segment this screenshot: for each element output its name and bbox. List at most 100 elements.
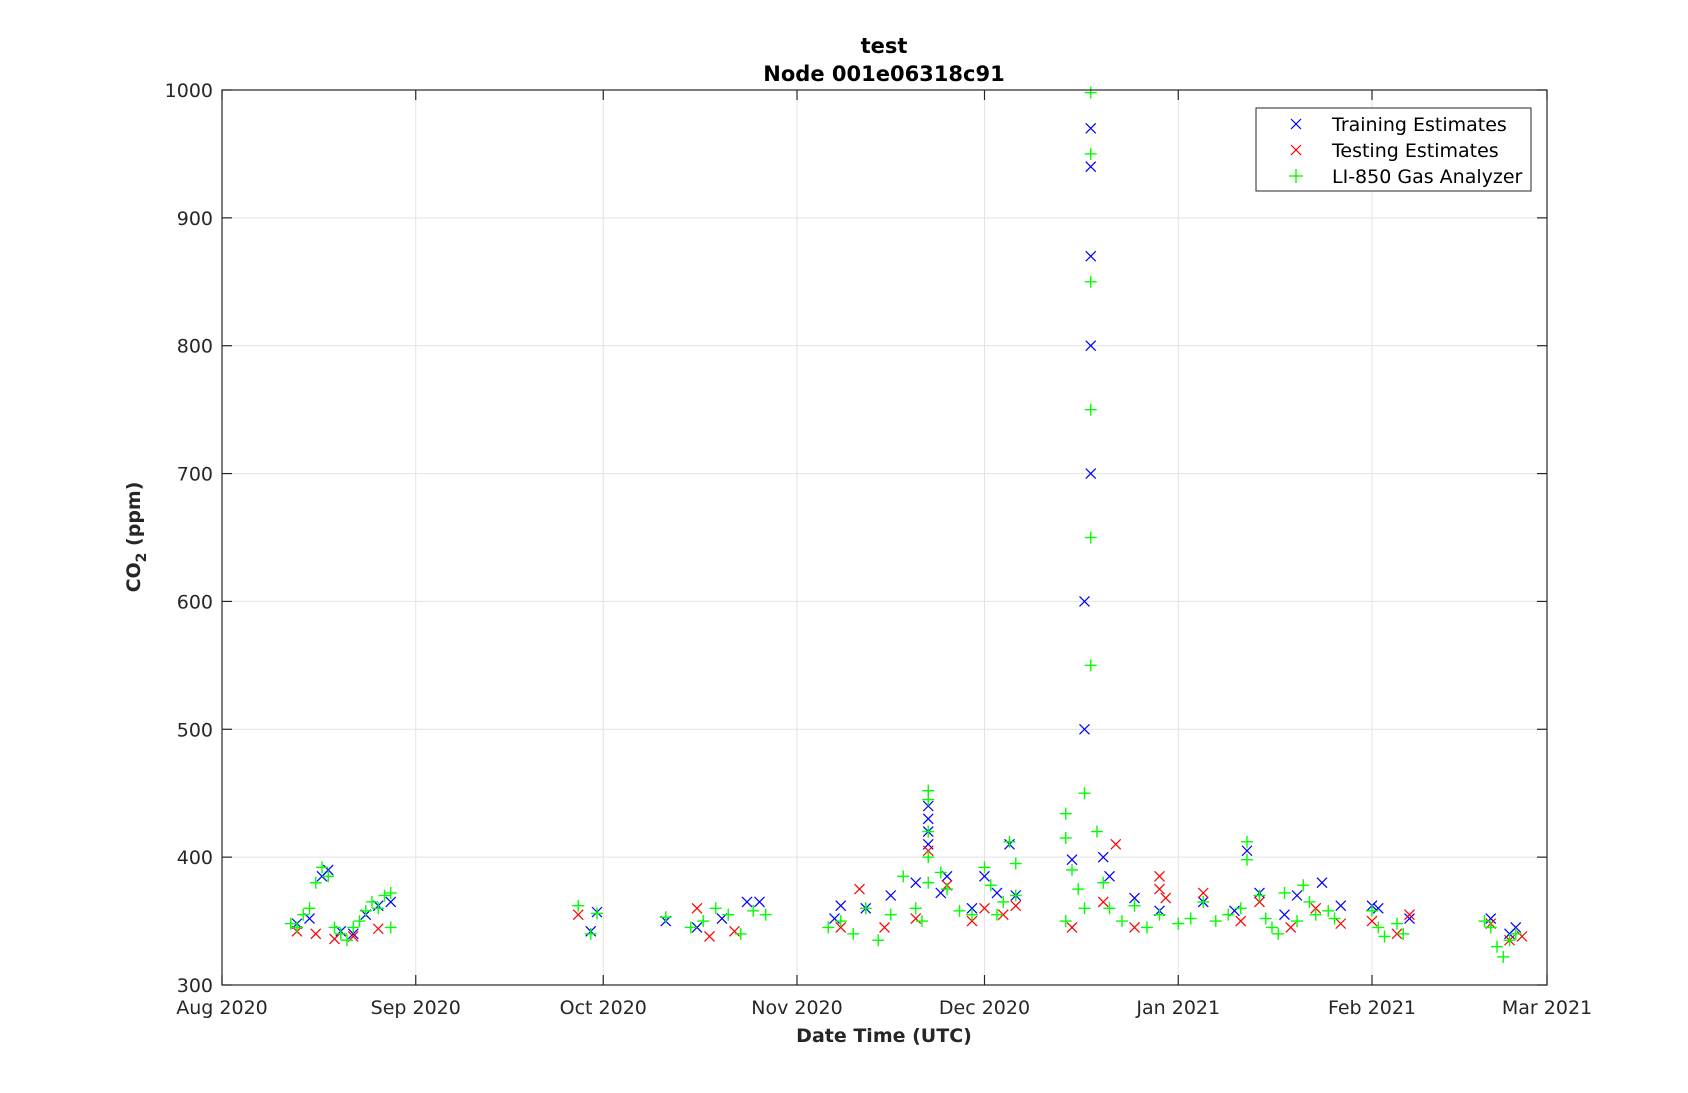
data-point <box>897 870 910 883</box>
data-point <box>1072 883 1085 896</box>
legend-marker-testing <box>1290 144 1302 156</box>
data-point <box>303 902 316 915</box>
data-point <box>979 870 990 882</box>
data-point <box>1335 900 1347 912</box>
data-point <box>1503 934 1516 947</box>
data-point <box>834 915 847 928</box>
data-point <box>1322 904 1335 917</box>
data-point <box>1128 899 1141 912</box>
data-point <box>1378 930 1391 943</box>
legend-marker-li850 <box>1289 169 1303 183</box>
grid <box>221 89 1548 986</box>
data-point <box>1059 915 1072 928</box>
axis-ticks: 300 400 500 600 700 800 900 1000 Aug 2020 Sep 202… <box>165 80 1592 1019</box>
data-point <box>329 933 340 945</box>
data-point <box>1366 915 1378 927</box>
data-point <box>966 908 978 921</box>
data-point <box>1010 900 1022 912</box>
data-point <box>1129 892 1140 904</box>
data-point <box>1097 876 1110 889</box>
data-point <box>1485 913 1497 924</box>
data-point <box>1291 915 1303 928</box>
legend-label-li850: LI-850 Gas Analyzer <box>1332 166 1523 188</box>
data-point <box>584 927 597 940</box>
data-point <box>1241 845 1253 857</box>
data-point <box>359 904 372 917</box>
data-point <box>347 928 359 940</box>
data-point <box>984 879 997 892</box>
data-point <box>1222 908 1235 921</box>
data-point <box>1097 851 1109 863</box>
data-point <box>1110 838 1122 850</box>
data-point <box>910 877 922 889</box>
data-point <box>1085 161 1097 173</box>
y-axis-label-main: CO <box>123 562 145 592</box>
data-point <box>1160 892 1172 904</box>
data-point <box>322 870 335 883</box>
data-point <box>759 908 772 921</box>
data-point <box>922 813 934 825</box>
data-point <box>1391 928 1403 940</box>
data-point <box>1366 904 1378 917</box>
y-axis-label: CO2 (ppm) <box>123 482 150 593</box>
data-point <box>1509 927 1522 940</box>
data-point <box>1085 468 1097 479</box>
data-point <box>1141 921 1153 934</box>
data-point <box>1272 927 1285 940</box>
legend: Training Estimates Testing Estimates LI-… <box>1255 107 1532 192</box>
data-point <box>722 908 735 921</box>
x-tick-label: Aug 2020 <box>176 997 268 1019</box>
y-tick-label: 700 <box>177 464 213 486</box>
data-point <box>1291 890 1303 901</box>
data-point <box>1328 912 1341 925</box>
data-point <box>1234 902 1247 915</box>
data-point <box>1335 918 1347 930</box>
data-point <box>909 902 922 915</box>
data-point <box>1279 909 1290 921</box>
data-point <box>1303 895 1316 908</box>
data-point <box>1084 403 1097 416</box>
data-point <box>1285 922 1297 933</box>
data-point <box>1097 896 1109 908</box>
data-point <box>741 896 753 908</box>
data-point <box>966 902 978 914</box>
data-point <box>709 902 722 915</box>
data-point <box>1241 835 1253 848</box>
data-point <box>1153 908 1166 921</box>
y-tick-label: 600 <box>177 591 213 613</box>
data-point <box>1084 147 1097 160</box>
data-point <box>835 900 847 912</box>
chart-title: test <box>861 34 908 58</box>
data-point <box>885 890 897 901</box>
data-point <box>1104 870 1115 882</box>
x-tick-label: Dec 2020 <box>939 997 1030 1019</box>
data-point <box>691 922 703 933</box>
data-point <box>1372 921 1385 934</box>
data-point <box>872 934 885 947</box>
data-point <box>591 907 603 920</box>
data-point <box>385 896 397 908</box>
data-point <box>1172 917 1185 930</box>
series-3 <box>284 86 1522 963</box>
data-point <box>1253 889 1266 902</box>
data-point <box>1084 531 1097 544</box>
data-point <box>734 927 747 940</box>
data-point <box>1241 853 1253 866</box>
data-point <box>934 866 947 879</box>
data-point <box>978 861 991 874</box>
legend-item-li850: LI-850 Gas Analyzer <box>1289 166 1523 188</box>
data-point <box>697 915 710 928</box>
data-point <box>353 915 366 928</box>
data-point <box>1059 831 1072 844</box>
x-tick-label: Oct 2020 <box>560 997 647 1019</box>
data-point <box>1209 915 1222 928</box>
data-point <box>1079 723 1090 735</box>
data-point <box>1084 86 1097 99</box>
data-point <box>1297 879 1310 892</box>
data-point <box>1066 854 1078 866</box>
data-point <box>1091 825 1103 838</box>
data-point <box>884 908 897 921</box>
data-point <box>1084 275 1097 288</box>
series-2 <box>291 838 1528 946</box>
